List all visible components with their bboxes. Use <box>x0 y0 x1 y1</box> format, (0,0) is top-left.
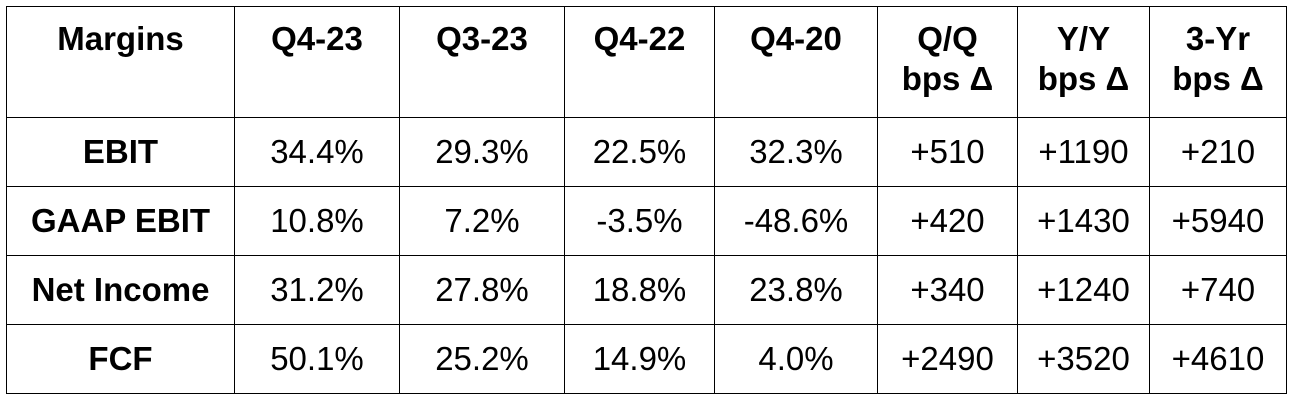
header-q4-23: Q4-23 <box>234 6 400 118</box>
cell-yy-bps: +1430 <box>1017 186 1150 256</box>
cell-q4-22: 14.9% <box>564 324 715 394</box>
cell-qq-bps: +2490 <box>877 324 1018 394</box>
cell-3yr-bps: +4610 <box>1149 324 1287 394</box>
table-row-net-income: Net Income 31.2% 27.8% 18.8% 23.8% +340 … <box>6 255 1287 325</box>
cell-3yr-bps: +210 <box>1149 117 1287 187</box>
cell-q4-23: 10.8% <box>234 186 400 256</box>
cell-3yr-bps: +5940 <box>1149 186 1287 256</box>
margins-table: Margins Q4-23 Q3-23 Q4-22 Q4-20 Q/Q bps … <box>6 6 1287 394</box>
row-label: EBIT <box>6 117 235 187</box>
header-row: Margins Q4-23 Q3-23 Q4-22 Q4-20 Q/Q bps … <box>6 6 1287 118</box>
header-yy-bps: Y/Y bps Δ <box>1017 6 1150 118</box>
header-q3-23: Q3-23 <box>399 6 565 118</box>
header-3yr-line2: bps Δ <box>1172 60 1264 97</box>
header-q4-22: Q4-22 <box>564 6 715 118</box>
cell-qq-bps: +510 <box>877 117 1018 187</box>
cell-q4-23: 50.1% <box>234 324 400 394</box>
header-qq-bps: Q/Q bps Δ <box>877 6 1018 118</box>
header-3yr-line1: 3-Yr <box>1185 20 1251 57</box>
cell-q3-23: 7.2% <box>399 186 565 256</box>
header-3yr-bps: 3-Yr bps Δ <box>1149 6 1287 118</box>
cell-q4-20: 32.3% <box>714 117 878 187</box>
cell-q4-20: 23.8% <box>714 255 878 325</box>
header-margins: Margins <box>6 6 235 118</box>
cell-q3-23: 25.2% <box>399 324 565 394</box>
cell-q4-22: -3.5% <box>564 186 715 256</box>
row-label: FCF <box>6 324 235 394</box>
header-q4-20: Q4-20 <box>714 6 878 118</box>
cell-q4-20: 4.0% <box>714 324 878 394</box>
cell-q4-22: 22.5% <box>564 117 715 187</box>
cell-qq-bps: +420 <box>877 186 1018 256</box>
cell-q4-22: 18.8% <box>564 255 715 325</box>
cell-yy-bps: +1240 <box>1017 255 1150 325</box>
row-label: GAAP EBIT <box>6 186 235 256</box>
cell-yy-bps: +3520 <box>1017 324 1150 394</box>
cell-3yr-bps: +740 <box>1149 255 1287 325</box>
row-label: Net Income <box>6 255 235 325</box>
cell-yy-bps: +1190 <box>1017 117 1150 187</box>
header-yy-line1: Y/Y <box>1056 20 1111 57</box>
header-yy-line2: bps Δ <box>1037 60 1130 97</box>
header-qq-line1: Q/Q <box>917 20 978 57</box>
cell-q4-23: 31.2% <box>234 255 400 325</box>
cell-q3-23: 29.3% <box>399 117 565 187</box>
cell-q4-23: 34.4% <box>234 117 400 187</box>
header-qq-line2: bps Δ <box>901 60 994 97</box>
cell-q3-23: 27.8% <box>399 255 565 325</box>
table-row-ebit: EBIT 34.4% 29.3% 22.5% 32.3% +510 +1190 … <box>6 117 1287 187</box>
cell-q4-20: -48.6% <box>714 186 878 256</box>
cell-qq-bps: +340 <box>877 255 1018 325</box>
table-row-fcf: FCF 50.1% 25.2% 14.9% 4.0% +2490 +3520 +… <box>6 324 1287 394</box>
table-row-gaap-ebit: GAAP EBIT 10.8% 7.2% -3.5% -48.6% +420 +… <box>6 186 1287 256</box>
